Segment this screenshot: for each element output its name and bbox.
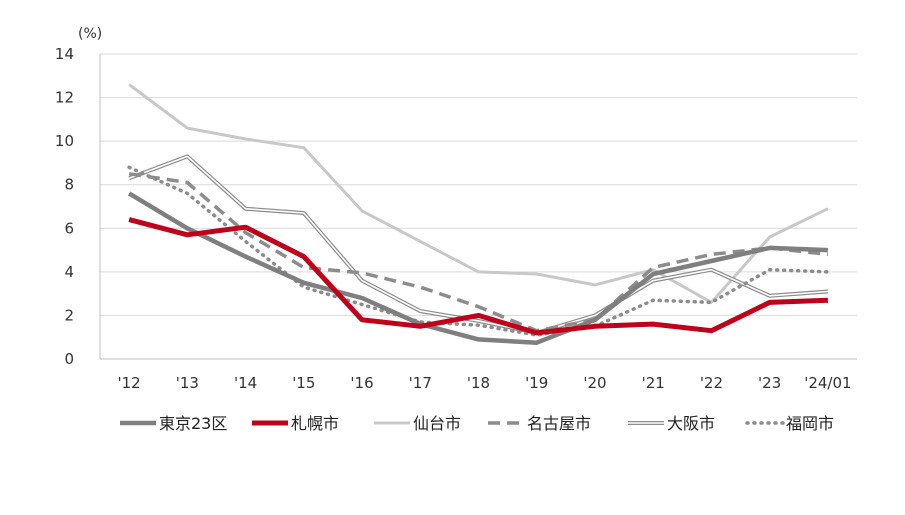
x-tick-label: '15 [292, 374, 315, 392]
y-tick-label: 0 [64, 350, 74, 368]
y-tick-label: 8 [64, 176, 74, 194]
x-tick-label: '14 [234, 374, 257, 392]
x-tick-label: '20 [583, 374, 606, 392]
legend: 東京23区 札幌市 仙台市 名古屋市 大阪市 福岡市 [120, 414, 834, 433]
legend-label: 仙台市 [413, 414, 461, 433]
x-tick-label: '19 [525, 374, 548, 392]
series-0 [127, 191, 828, 345]
gridlines [100, 53, 857, 316]
y-tick-label: 10 [55, 132, 74, 150]
series-3 [128, 172, 829, 333]
series-line [128, 83, 829, 304]
series-line [127, 191, 828, 345]
series-2 [128, 83, 829, 304]
legend-label: 大阪市 [667, 414, 715, 433]
series-4 [128, 154, 829, 335]
axes [99, 54, 857, 360]
y-tick-label: 6 [64, 219, 74, 237]
legend-item: 東京23区 [120, 414, 227, 433]
y-tick-label: 12 [55, 89, 74, 107]
x-tick-label: '22 [700, 374, 723, 392]
x-tick-label: '13 [176, 374, 199, 392]
x-tick-label: '17 [409, 374, 432, 392]
x-tick-label: '23 [758, 374, 781, 392]
legend-label: 名古屋市 [527, 414, 591, 433]
legend-item: 仙台市 [374, 414, 461, 433]
series-lines [127, 83, 830, 345]
legend-item: 名古屋市 [488, 414, 591, 433]
series-5 [127, 165, 830, 337]
y-tick-labels: 0 2 4 6 8 10 12 14 [55, 45, 74, 368]
x-tick-label: '16 [350, 374, 373, 392]
legend-item: 大阪市 [628, 414, 715, 433]
series-line [127, 165, 830, 337]
y-unit-label: (%) [78, 26, 102, 42]
series-line [128, 155, 828, 334]
x-tick-label: '21 [642, 374, 665, 392]
series-line [128, 172, 829, 333]
legend-label: 札幌市 [291, 414, 339, 433]
x-tick-label: '24/01 [804, 374, 851, 392]
legend-item: 札幌市 [252, 414, 339, 433]
y-tick-label: 4 [64, 263, 74, 281]
legend-label: 福岡市 [786, 414, 834, 433]
series-line [128, 217, 828, 336]
y-tick-label: 14 [55, 45, 74, 63]
series-1 [128, 217, 828, 336]
x-tick-label: '12 [118, 374, 141, 392]
legend-label: 東京23区 [159, 414, 227, 433]
x-tick-labels: '12 '13 '14 '15 '16 '17 '18 '19 '20 '21 '22 '23 '24/… [118, 374, 852, 392]
legend-item: 福岡市 [745, 414, 834, 433]
y-tick-label: 2 [64, 306, 74, 324]
x-tick-label: '18 [467, 374, 490, 392]
